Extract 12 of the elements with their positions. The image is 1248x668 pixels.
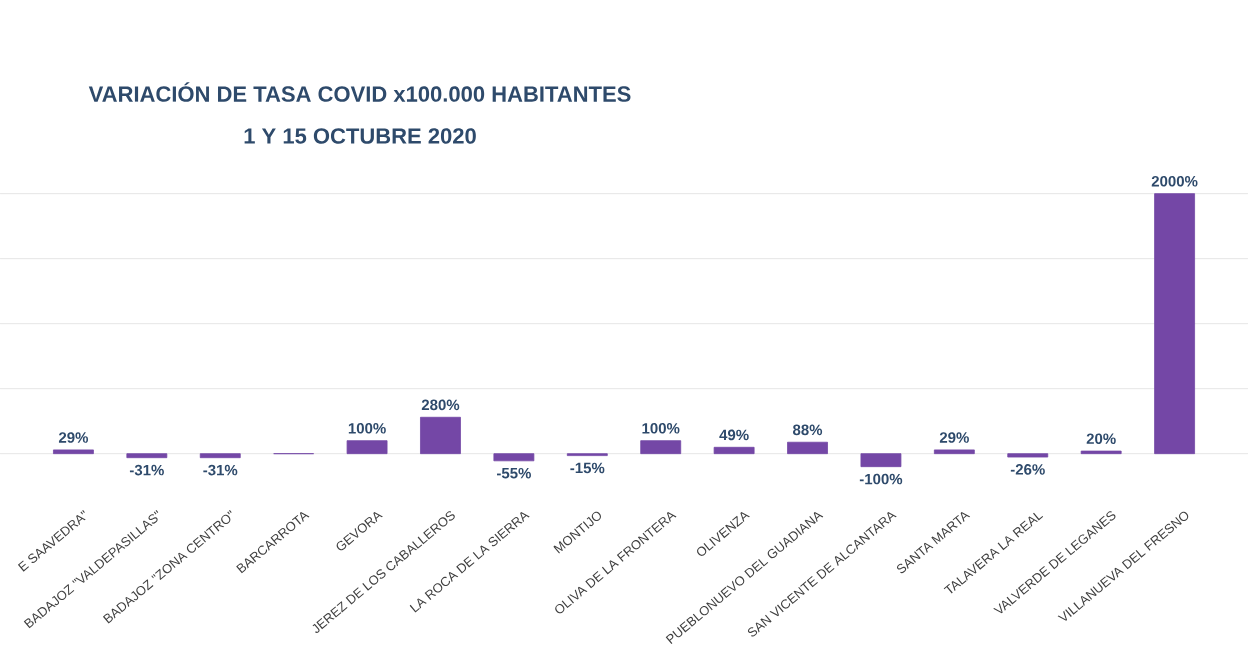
- bar: [346, 440, 388, 455]
- bar: [126, 453, 168, 459]
- bar: [199, 453, 241, 459]
- bar: [713, 446, 755, 455]
- chart-subtitle: 1 Y 15 OCTUBRE 2020: [244, 128, 476, 144]
- bar: [420, 416, 461, 455]
- bar: [787, 441, 828, 455]
- bar: [860, 453, 902, 468]
- bar: [640, 440, 682, 455]
- bar: [493, 453, 535, 462]
- bar: [1154, 193, 1195, 455]
- chart-title: VARIACIÓN DE TASA COVID x100.000 HABITANTES: [88, 82, 631, 102]
